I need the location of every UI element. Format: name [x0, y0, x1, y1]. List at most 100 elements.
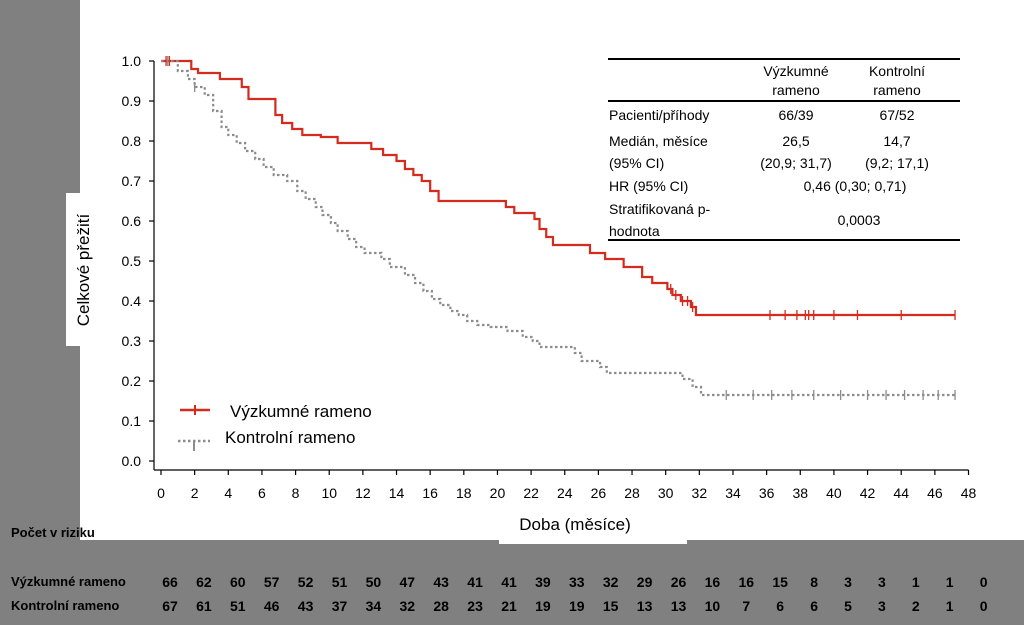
risk-count: 32 [399, 598, 416, 614]
risk-count: 15 [602, 598, 619, 614]
y-tick-label: 0.4 [122, 293, 142, 309]
risk-count: 29 [636, 574, 653, 590]
risk-count: 3 [844, 574, 852, 590]
x-tick-label: 4 [224, 485, 232, 501]
risk-count: 13 [670, 598, 687, 614]
legend-label-kontrolni: Kontrolní rameno [225, 428, 356, 447]
risk-count: 1 [945, 574, 954, 590]
risk-count: 21 [501, 598, 517, 614]
risk-count: 2 [911, 598, 920, 614]
risk-count: 41 [501, 574, 517, 590]
x-tick-label: 22 [523, 485, 539, 501]
x-tick-label: 10 [321, 485, 337, 501]
x-tick-label: 24 [557, 485, 573, 501]
y-tick-label: 0.8 [122, 133, 142, 149]
risk-count: 46 [263, 598, 280, 614]
y-tick-label: 0.3 [122, 333, 142, 349]
x-axis-label-box [499, 510, 687, 544]
risk-count: 62 [196, 574, 212, 590]
x-tick-label: 42 [860, 485, 876, 501]
risk-count: 50 [365, 574, 382, 590]
row-label-median-ci: (95% CI) [609, 155, 665, 171]
risk-count: 43 [433, 574, 449, 590]
x-tick-label: 8 [292, 485, 300, 501]
risk-count: 3 [877, 574, 886, 590]
risk-count: 47 [399, 574, 416, 590]
risk-count: 16 [704, 574, 721, 590]
risk-count: 34 [365, 598, 382, 614]
risk-count: 3 [877, 598, 886, 614]
row-label-hr: HR (95% CI) [609, 178, 689, 194]
table-bottom-rule [608, 239, 960, 241]
risk-count: 60 [230, 574, 246, 590]
legend-label-vyzkumne: Výzkumné rameno [230, 402, 372, 421]
x-tick-label: 36 [759, 485, 775, 501]
risk-count: 28 [433, 598, 449, 614]
x-tick-label: 32 [692, 485, 708, 501]
median-vyzkumne: 26,5 [782, 133, 810, 149]
x-tick-label: 2 [191, 485, 199, 501]
x-tick-label: 6 [258, 485, 266, 501]
x-axis-label: Doba (měsíce) [519, 515, 631, 534]
legend-swatch-kontrolni [178, 439, 210, 451]
y-tick-label: 0.2 [122, 373, 142, 389]
bottom-gray-band [0, 540, 1024, 625]
col-header-kontrolni: Kontrolní rameno [868, 63, 926, 98]
legend-swatch-vyzkumne [180, 405, 210, 415]
x-tick-label: 46 [927, 485, 943, 501]
risk-count: 6 [776, 598, 785, 614]
risk-count: 1 [945, 598, 954, 614]
y-tick-label: 0.0 [122, 453, 142, 469]
median-ci-vyzkumne: (20,9; 31,7) [760, 155, 832, 171]
risk-count: 6 [810, 598, 818, 614]
x-tick-label: 38 [792, 485, 808, 501]
x-tick-label: 12 [355, 485, 371, 501]
y-axis-label: Celkové přežití [74, 213, 93, 327]
risk-row-label-vyzkumne: Výzkumné rameno [11, 574, 126, 589]
y-tick-label: 0.6 [122, 213, 142, 229]
risk-count: 32 [602, 574, 619, 590]
x-tick-label: 48 [961, 485, 977, 501]
risk-count: 67 [162, 598, 178, 614]
risk-count: 52 [297, 574, 314, 590]
row-label-p: Stratifikovaná p- [609, 201, 711, 217]
risk-count: 23 [467, 598, 483, 614]
x-tick-label: 40 [826, 485, 842, 501]
x-tick-label: 0 [157, 485, 165, 501]
patients-kontrolni: 67/52 [879, 107, 915, 123]
y-tick-label: 0.7 [122, 173, 142, 189]
y-tick-label: 0.5 [122, 253, 142, 269]
risk-count: 7 [742, 598, 751, 614]
median-ci-kontrolni: (9,2; 17,1) [865, 155, 929, 171]
hr-value: 0,46 (0,30; 0,71) [803, 178, 907, 194]
col-header-vyzkumne: Výzkumné rameno [763, 63, 829, 98]
x-tick-label: 20 [490, 485, 506, 501]
x-tick-label: 14 [389, 485, 405, 501]
risk-count: 41 [467, 574, 483, 590]
x-tick-label: 30 [658, 485, 674, 501]
risk-count: 26 [670, 574, 687, 590]
x-tick-label: 34 [725, 485, 741, 501]
risk-count: 66 [162, 574, 178, 590]
patients-vyzkumne: 66/39 [778, 107, 814, 123]
y-axis-label-box [66, 193, 102, 346]
risk-count: 51 [331, 574, 348, 590]
y-tick-label: 1.0 [122, 53, 142, 69]
risk-count: 33 [569, 574, 585, 590]
x-tick-label: 26 [591, 485, 607, 501]
risk-count: 16 [738, 574, 755, 590]
x-tick-label: 28 [624, 485, 640, 501]
risk-count: 15 [772, 574, 788, 590]
risk-count: 8 [810, 574, 818, 590]
risk-count: 5 [844, 598, 852, 614]
x-tick-label: 44 [893, 485, 909, 501]
p-value: 0,0003 [837, 212, 881, 228]
x-tick-label: 18 [456, 485, 472, 501]
row-label-patients: Pacienti/příhody [609, 107, 710, 123]
risk-count: 19 [535, 598, 551, 614]
table-top-rule [608, 58, 960, 60]
row-label-p-2: hodnota [609, 223, 660, 239]
risk-count: 0 [979, 574, 988, 590]
median-kontrolni: 14,7 [883, 133, 911, 149]
risk-row-label-kontrolni: Kontrolní rameno [11, 598, 120, 613]
